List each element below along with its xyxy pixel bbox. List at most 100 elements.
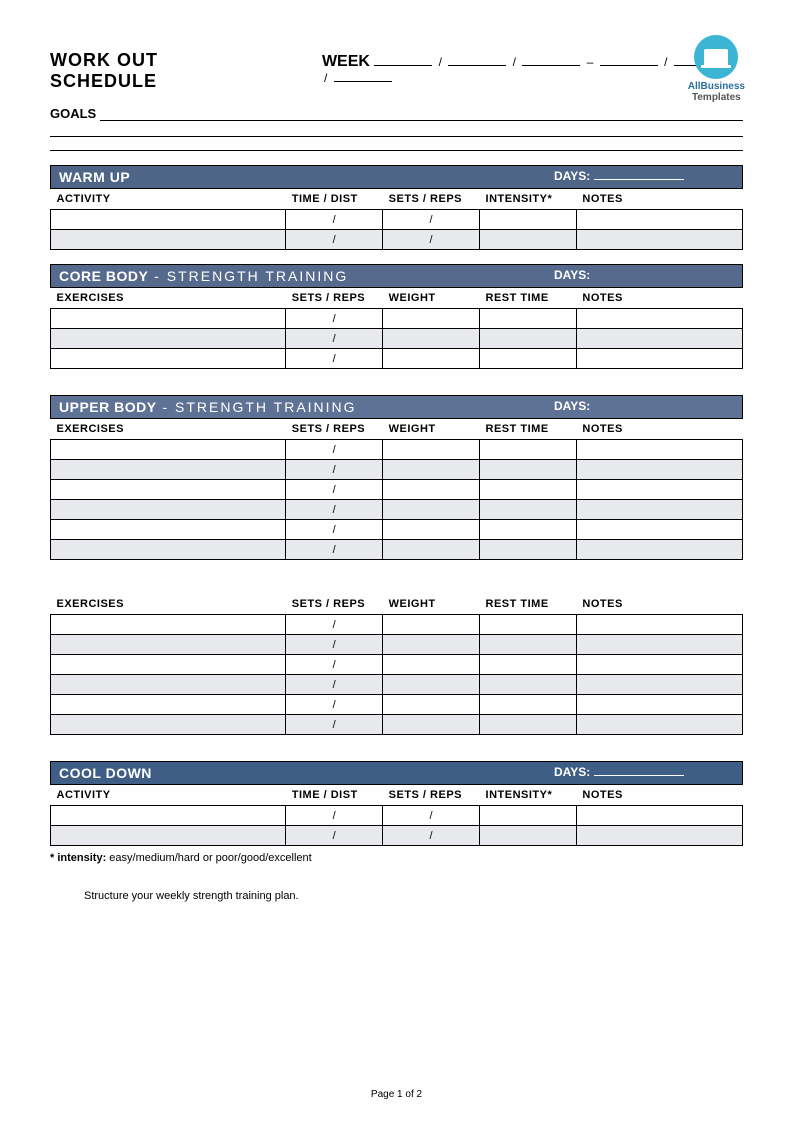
exercise-block-2: EXERCISES SETS / REPS WEIGHT REST TIME N… — [50, 594, 743, 735]
table-header-row: ACTIVITY TIME / DIST SETS / REPS INTENSI… — [51, 785, 743, 806]
page-footer: Page 1 of 2 — [0, 1089, 793, 1100]
table-row[interactable]: / — [51, 329, 743, 349]
table-row[interactable]: / — [51, 615, 743, 635]
goals-line-3[interactable] — [50, 137, 743, 151]
week-blank[interactable] — [448, 65, 506, 66]
week-group: WEEK / / – / / — [322, 53, 743, 85]
table-row[interactable]: // — [51, 806, 743, 826]
col-notes: NOTES — [576, 785, 742, 806]
table-row[interactable]: // — [51, 210, 743, 230]
slash-cell: / — [286, 210, 383, 230]
days-label: DAYS: — [554, 169, 590, 183]
col-activity: ACTIVITY — [51, 189, 286, 210]
table-header-row: EXERCISES SETS / REPS WEIGHT REST TIME N… — [51, 594, 743, 615]
table-row[interactable]: / — [51, 675, 743, 695]
table-row[interactable]: // — [51, 826, 743, 846]
col-notes: NOTES — [576, 288, 742, 309]
week-label: WEEK — [322, 53, 370, 70]
col-activity: ACTIVITY — [51, 785, 286, 806]
slash-cell: / — [286, 806, 383, 826]
cool-down-days: DAYS: — [554, 765, 734, 781]
slash-cell: / — [286, 460, 383, 480]
days-label: DAYS: — [554, 399, 590, 413]
warm-up-header: WARM UP DAYS: — [50, 165, 743, 189]
col-setsreps: SETS / REPS — [286, 594, 383, 615]
cool-down-header: COOL DOWN DAYS: — [50, 761, 743, 785]
col-timedist: TIME / DIST — [286, 785, 383, 806]
laptop-icon — [704, 49, 728, 65]
slash-cell: / — [286, 329, 383, 349]
table-row[interactable]: / — [51, 460, 743, 480]
table-row[interactable]: / — [51, 440, 743, 460]
logo-text-1: AllBusiness — [688, 81, 745, 92]
page-title: WORK OUT SCHEDULE — [50, 50, 242, 92]
days-blank[interactable] — [594, 766, 684, 776]
days-label: DAYS: — [554, 765, 590, 779]
tagline: Structure your weekly strength training … — [84, 890, 743, 902]
week-dash: – — [587, 55, 594, 69]
days-blank[interactable] — [594, 170, 684, 180]
table-row[interactable]: / — [51, 715, 743, 735]
slash-cell: / — [383, 806, 480, 826]
goals-row: GOALS — [50, 106, 743, 121]
intensity-note: * intensity: easy/medium/hard or poor/go… — [50, 852, 743, 864]
slash-cell: / — [286, 635, 383, 655]
table-row[interactable]: / — [51, 349, 743, 369]
brand-logo: AllBusiness Templates — [688, 35, 745, 103]
table-header-row: EXERCISES SETS / REPS WEIGHT REST TIME N… — [51, 288, 743, 309]
days-label: DAYS: — [554, 268, 590, 282]
week-blank[interactable] — [374, 65, 432, 66]
cool-down-table: ACTIVITY TIME / DIST SETS / REPS INTENSI… — [50, 785, 743, 846]
table-row[interactable]: // — [51, 230, 743, 250]
upper-body-days: DAYS: — [554, 399, 734, 415]
table-row[interactable]: / — [51, 540, 743, 560]
week-slash: / — [513, 55, 516, 69]
cool-down-section: COOL DOWN DAYS: ACTIVITY TIME / DIST SET… — [50, 761, 743, 846]
table-row[interactable]: / — [51, 695, 743, 715]
slash-cell: / — [286, 695, 383, 715]
slash-cell: / — [383, 826, 480, 846]
table-row[interactable]: / — [51, 635, 743, 655]
slash-cell: / — [286, 715, 383, 735]
intensity-note-bold: * intensity: — [50, 852, 106, 864]
slash-cell: / — [286, 349, 383, 369]
slash-cell: / — [286, 655, 383, 675]
slash-cell: / — [383, 230, 480, 250]
table-header-row: EXERCISES SETS / REPS WEIGHT REST TIME N… — [51, 419, 743, 440]
slash-cell: / — [286, 520, 383, 540]
slash-cell: / — [383, 210, 480, 230]
col-notes: NOTES — [576, 419, 742, 440]
col-weight: WEIGHT — [383, 288, 480, 309]
col-resttime: REST TIME — [480, 419, 577, 440]
col-intensity: INTENSITY* — [480, 785, 577, 806]
col-exercises: EXERCISES — [51, 594, 286, 615]
col-resttime: REST TIME — [480, 594, 577, 615]
slash-cell: / — [286, 309, 383, 329]
week-blank[interactable] — [522, 65, 580, 66]
col-notes: NOTES — [576, 594, 742, 615]
week-slash: / — [324, 71, 327, 85]
table-row[interactable]: / — [51, 655, 743, 675]
goals-line[interactable] — [100, 109, 743, 121]
table-row[interactable]: / — [51, 480, 743, 500]
core-body-section: CORE BODY - STRENGTH TRAINING DAYS: EXER… — [50, 264, 743, 369]
core-body-days: DAYS: — [554, 268, 734, 284]
slash-cell: / — [286, 480, 383, 500]
table-row[interactable]: / — [51, 309, 743, 329]
week-blank[interactable] — [334, 81, 392, 82]
warm-up-title: WARM UP — [59, 169, 554, 185]
title-sub: - STRENGTH TRAINING — [157, 399, 357, 415]
col-setsreps: SETS / REPS — [286, 419, 383, 440]
cool-down-title: COOL DOWN — [59, 765, 554, 781]
week-blank[interactable] — [600, 65, 658, 66]
table-row[interactable]: / — [51, 500, 743, 520]
slash-cell: / — [286, 826, 383, 846]
goals-line-2[interactable] — [50, 123, 743, 137]
col-resttime: REST TIME — [480, 288, 577, 309]
core-body-header: CORE BODY - STRENGTH TRAINING DAYS: — [50, 264, 743, 288]
warm-up-table: ACTIVITY TIME / DIST SETS / REPS INTENSI… — [50, 189, 743, 250]
table-row[interactable]: / — [51, 520, 743, 540]
col-setsreps: SETS / REPS — [383, 189, 480, 210]
col-notes: NOTES — [576, 189, 742, 210]
logo-text-2: Templates — [692, 92, 741, 103]
